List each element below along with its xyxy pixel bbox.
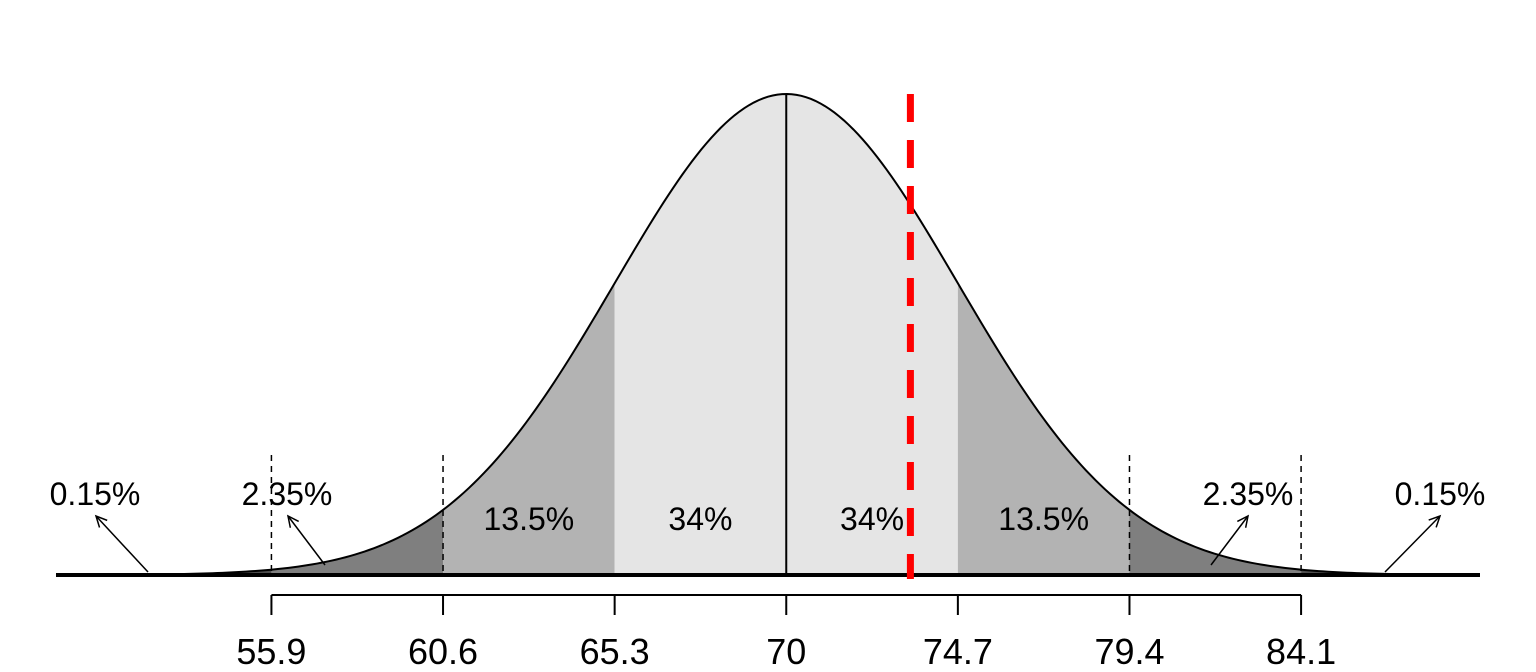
region-label: 2.35% bbox=[1203, 476, 1294, 512]
region-label: 34% bbox=[840, 501, 904, 537]
x-tick-label: 70 bbox=[766, 631, 806, 672]
x-tick-label: 74.7 bbox=[923, 631, 993, 672]
region-label: 13.5% bbox=[998, 501, 1089, 537]
region-label: 0.15% bbox=[1395, 476, 1486, 512]
region-right-center bbox=[786, 94, 958, 575]
label-arrowhead bbox=[94, 514, 108, 528]
x-tick-label: 55.9 bbox=[236, 631, 306, 672]
label-arrow-line bbox=[1210, 515, 1249, 566]
region-right-third bbox=[1129, 509, 1302, 575]
label-arrow-line bbox=[1384, 515, 1441, 573]
region-left-third bbox=[271, 509, 444, 575]
label-arrowhead bbox=[1236, 514, 1250, 528]
region-label: 0.15% bbox=[50, 476, 141, 512]
x-tick-label: 79.4 bbox=[1094, 631, 1164, 672]
region-label: 34% bbox=[668, 501, 732, 537]
label-arrow-line bbox=[287, 515, 326, 566]
region-label: 2.35% bbox=[242, 476, 333, 512]
boundary-guides bbox=[270, 455, 1302, 575]
label-arrowhead bbox=[1428, 514, 1442, 528]
x-tick-label: 60.6 bbox=[408, 631, 478, 672]
curve-layer bbox=[56, 92, 1481, 577]
region-labels: 13.5% 34% 34% 13.5% 0.15% 2.35% 2.35% 0.15% bbox=[50, 476, 1486, 573]
label-arrow-line bbox=[95, 515, 149, 573]
label-arrowhead bbox=[286, 514, 300, 528]
region-left-center bbox=[614, 94, 787, 575]
density-curve bbox=[56, 92, 1481, 576]
x-axis: 55.9 60.6 65.3 70 74.7 79.4 84.1 bbox=[236, 594, 1336, 672]
region-label: 13.5% bbox=[483, 501, 574, 537]
x-tick-label: 84.1 bbox=[1266, 631, 1336, 672]
x-tick-label: 65.3 bbox=[580, 631, 650, 672]
